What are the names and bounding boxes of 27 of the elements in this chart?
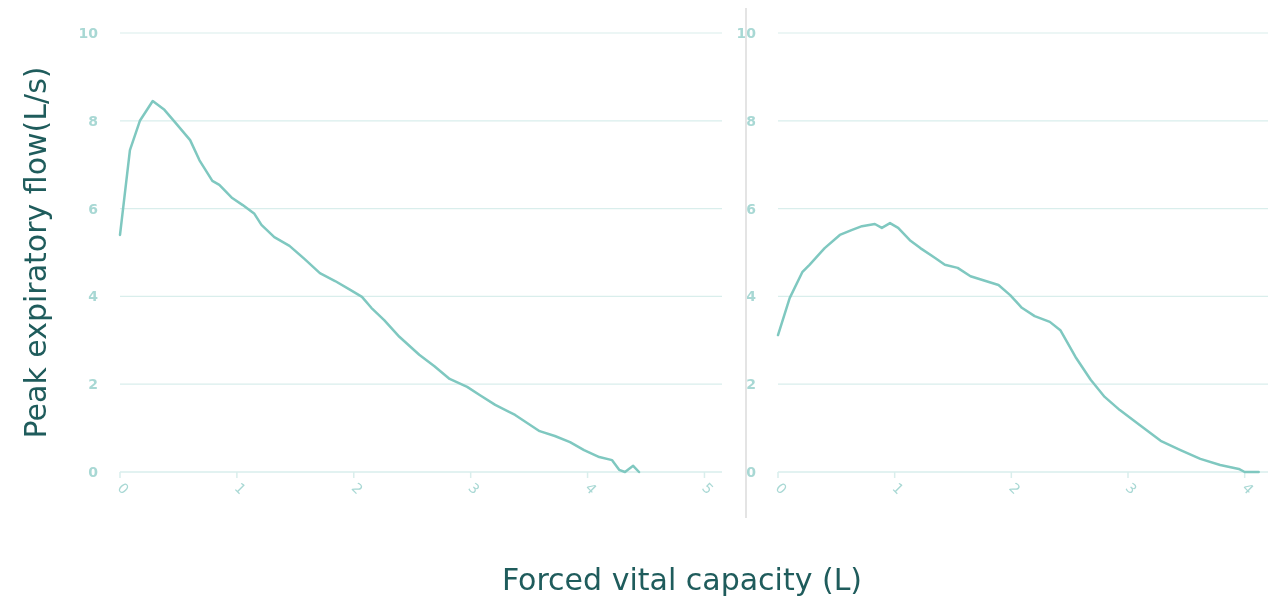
y-axis-title: Peak expiratory flow(L/s) bbox=[18, 66, 53, 439]
x-axis-title: Forced vital capacity (L) bbox=[501, 562, 863, 597]
x-tick-label: 1 bbox=[231, 479, 250, 498]
y-tick-label: 0 bbox=[88, 464, 99, 480]
y-tick-label: 8 bbox=[88, 112, 98, 129]
x-tick-label: 3 bbox=[465, 479, 484, 498]
x-tick-label: 2 bbox=[348, 479, 367, 498]
y-tick-label: 10 bbox=[736, 25, 757, 41]
y-tick-label: 4 bbox=[88, 288, 99, 305]
x-tick-label: 2 bbox=[1006, 479, 1024, 498]
y-tick-label: 8 bbox=[746, 112, 756, 129]
y-tick-label: 6 bbox=[88, 200, 98, 217]
x-tick-label: 5 bbox=[699, 479, 717, 498]
x-tick-label: 1 bbox=[889, 479, 908, 498]
x-tick-label: 0 bbox=[772, 479, 791, 498]
y-tick-label: 2 bbox=[88, 376, 98, 393]
x-tick-label: 4 bbox=[1239, 479, 1258, 498]
y-tick-label: 4 bbox=[746, 288, 757, 305]
y-tick-label: 2 bbox=[746, 376, 756, 393]
x-tick-label: 4 bbox=[582, 479, 600, 498]
line-series bbox=[776, 221, 1260, 474]
x-tick-label: 0 bbox=[114, 479, 133, 498]
line-series bbox=[118, 99, 641, 474]
x-tick-label: 3 bbox=[1122, 479, 1141, 498]
y-tick-label: 10 bbox=[78, 25, 99, 41]
y-tick-label: 0 bbox=[746, 464, 757, 480]
y-tick-label: 6 bbox=[746, 200, 756, 217]
